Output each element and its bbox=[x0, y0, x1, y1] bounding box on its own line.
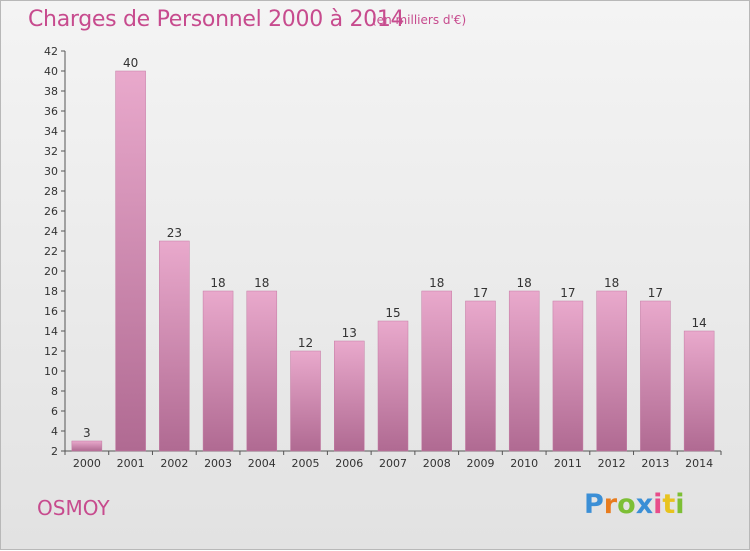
y-tick-label: 36 bbox=[44, 105, 58, 118]
data-label: 17 bbox=[473, 286, 488, 300]
y-tick-label: 6 bbox=[51, 405, 58, 418]
bar bbox=[246, 290, 278, 452]
data-label: 14 bbox=[691, 316, 706, 330]
y-tick-label: 34 bbox=[44, 125, 58, 138]
data-label: 17 bbox=[648, 286, 663, 300]
data-label: 40 bbox=[123, 56, 138, 70]
bar bbox=[596, 290, 627, 452]
logo-letter: r bbox=[603, 489, 618, 520]
x-tick-label: 2004 bbox=[248, 457, 276, 470]
y-tick-label: 14 bbox=[44, 325, 58, 338]
x-tick-label: 2001 bbox=[117, 457, 145, 470]
bar bbox=[71, 440, 103, 452]
x-tick-label: 2005 bbox=[292, 457, 320, 470]
bar bbox=[334, 340, 365, 452]
y-tick-label: 10 bbox=[44, 365, 58, 378]
bar bbox=[552, 300, 584, 452]
chart-axes: 2468101214161820222426283032343638404220… bbox=[44, 45, 722, 470]
logo-letter: t bbox=[662, 489, 676, 520]
bar bbox=[202, 290, 234, 452]
x-tick-label: 2012 bbox=[598, 457, 626, 470]
bar bbox=[377, 320, 409, 452]
logo-letter: i bbox=[675, 489, 685, 520]
bar bbox=[640, 300, 671, 452]
chart-bars bbox=[71, 70, 715, 452]
y-tick-label: 4 bbox=[51, 425, 58, 438]
y-tick-label: 26 bbox=[44, 205, 58, 218]
y-tick-label: 2 bbox=[51, 445, 58, 458]
bar bbox=[508, 290, 540, 452]
x-tick-label: 2008 bbox=[423, 457, 451, 470]
y-tick-label: 32 bbox=[44, 145, 58, 158]
y-tick-label: 8 bbox=[51, 385, 58, 398]
x-tick-label: 2011 bbox=[554, 457, 582, 470]
data-label: 12 bbox=[298, 336, 313, 350]
bar bbox=[465, 300, 496, 452]
data-label: 18 bbox=[604, 276, 619, 290]
x-tick-label: 2003 bbox=[204, 457, 232, 470]
x-tick-label: 2002 bbox=[160, 457, 188, 470]
y-tick-label: 38 bbox=[44, 85, 58, 98]
x-tick-label: 2010 bbox=[510, 457, 538, 470]
chart-subtitle: (en milliers d'€) bbox=[372, 13, 467, 27]
data-label: 3 bbox=[83, 426, 91, 440]
data-label: 18 bbox=[517, 276, 532, 290]
x-tick-label: 2014 bbox=[685, 457, 713, 470]
data-label: 15 bbox=[385, 306, 400, 320]
y-tick-label: 28 bbox=[44, 185, 58, 198]
y-tick-label: 16 bbox=[44, 305, 58, 318]
data-label: 18 bbox=[429, 276, 444, 290]
proxiti-logo[interactable]: Proxiti bbox=[584, 489, 685, 520]
town-name: OSMOY bbox=[37, 496, 110, 520]
bar bbox=[421, 290, 452, 452]
x-tick-label: 2000 bbox=[73, 457, 101, 470]
y-tick-label: 18 bbox=[44, 285, 58, 298]
logo-letter: i bbox=[653, 489, 663, 520]
x-tick-label: 2006 bbox=[335, 457, 363, 470]
y-tick-label: 30 bbox=[44, 165, 58, 178]
chart-title: Charges de Personnel 2000 à 2014 bbox=[28, 7, 405, 32]
data-label: 23 bbox=[167, 226, 182, 240]
y-tick-label: 20 bbox=[44, 265, 58, 278]
logo-letter: x bbox=[635, 489, 654, 520]
y-tick-label: 40 bbox=[44, 65, 58, 78]
logo-letter: P bbox=[584, 489, 604, 520]
y-tick-label: 42 bbox=[44, 45, 58, 58]
data-label: 13 bbox=[342, 326, 357, 340]
x-tick-label: 2007 bbox=[379, 457, 407, 470]
data-label: 17 bbox=[560, 286, 575, 300]
bar bbox=[683, 330, 715, 452]
chart-data-labels: 3 40 23 18 18 12 13 15 18 17 18 17 18 17 14 bbox=[83, 56, 707, 440]
bar bbox=[159, 240, 190, 452]
bar bbox=[290, 350, 321, 452]
bar bbox=[115, 70, 146, 452]
logo-letter: o bbox=[617, 489, 636, 520]
y-tick-label: 22 bbox=[44, 245, 58, 258]
data-label: 18 bbox=[254, 276, 269, 290]
y-tick-label: 12 bbox=[44, 345, 58, 358]
x-tick-label: 2009 bbox=[466, 457, 494, 470]
data-label: 18 bbox=[210, 276, 225, 290]
y-tick-label: 24 bbox=[44, 225, 58, 238]
x-tick-label: 2013 bbox=[641, 457, 669, 470]
